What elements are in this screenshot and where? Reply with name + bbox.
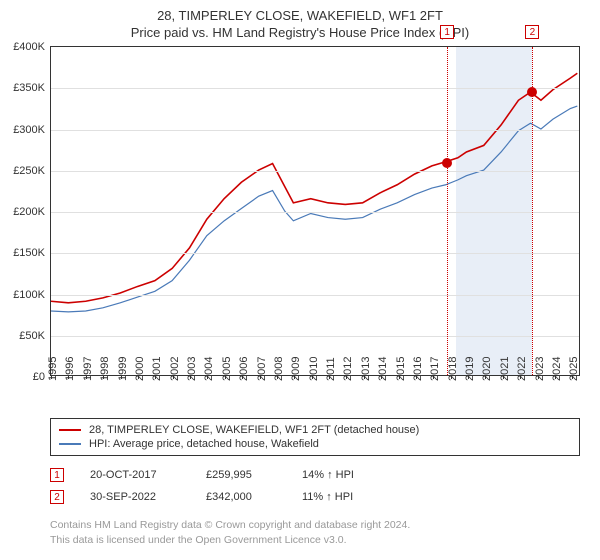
sale-delta: 14% ↑ HPI	[302, 469, 354, 481]
x-axis-label: 2018	[447, 353, 459, 381]
x-axis-label: 2006	[238, 353, 250, 381]
chart-subtitle: Price paid vs. HM Land Registry's House …	[0, 25, 600, 40]
series-line	[51, 73, 577, 303]
x-axis-label: 1997	[82, 353, 94, 381]
x-axis-label: 2013	[360, 353, 372, 381]
legend-swatch	[59, 429, 81, 431]
marker-line	[447, 47, 448, 375]
y-axis-label: £50K	[19, 330, 45, 342]
x-axis-label: 2001	[151, 353, 163, 381]
gridline	[51, 130, 579, 131]
marker-dot	[527, 87, 537, 97]
x-axis-label: 2004	[203, 353, 215, 381]
sale-row: 1 20-OCT-2017 £259,995 14% ↑ HPI	[50, 464, 580, 486]
x-axis-label: 2014	[377, 353, 389, 381]
x-axis-label: 2016	[412, 353, 424, 381]
x-axis-label: 2011	[325, 353, 337, 381]
x-axis-label: 2012	[342, 353, 354, 381]
y-axis-label: £350K	[13, 82, 45, 94]
x-axis-label: 2023	[534, 353, 546, 381]
y-axis-label: £200K	[13, 206, 45, 218]
x-axis-label: 2005	[221, 353, 233, 381]
legend: 28, TIMPERLEY CLOSE, WAKEFIELD, WF1 2FT …	[50, 418, 580, 456]
x-axis-label: 2024	[551, 353, 563, 381]
gridline	[51, 336, 579, 337]
x-axis-label: 2008	[273, 353, 285, 381]
gridline	[51, 212, 579, 213]
sale-marker-box: 2	[50, 490, 64, 504]
legend-label: HPI: Average price, detached house, Wake…	[89, 438, 319, 450]
sale-marker-box: 1	[50, 468, 64, 482]
marker-dot	[442, 158, 452, 168]
y-axis-label: £300K	[13, 124, 45, 136]
gridline	[51, 253, 579, 254]
titles: 28, TIMPERLEY CLOSE, WAKEFIELD, WF1 2FT …	[0, 8, 600, 40]
x-axis-label: 2000	[134, 353, 146, 381]
legend-item: 28, TIMPERLEY CLOSE, WAKEFIELD, WF1 2FT …	[59, 423, 571, 437]
x-axis-label: 1999	[117, 353, 129, 381]
y-axis-label: £0	[33, 371, 45, 383]
sale-delta: 11% ↑ HPI	[302, 491, 353, 503]
x-axis-label: 1996	[64, 353, 76, 381]
x-axis-label: 2019	[464, 353, 476, 381]
sale-price: £342,000	[206, 491, 276, 503]
y-axis-label: £150K	[13, 247, 45, 259]
legend-item: HPI: Average price, detached house, Wake…	[59, 437, 571, 451]
sale-date: 20-OCT-2017	[90, 469, 180, 481]
sale-price: £259,995	[206, 469, 276, 481]
x-axis-label: 2015	[395, 353, 407, 381]
x-axis-label: 2020	[481, 353, 493, 381]
x-axis-label: 2021	[499, 353, 511, 381]
y-axis-label: £400K	[13, 41, 45, 53]
x-axis-label: 1995	[47, 353, 59, 381]
gridline	[51, 295, 579, 296]
chart-container: 28, TIMPERLEY CLOSE, WAKEFIELD, WF1 2FT …	[0, 0, 600, 547]
attribution-line-1: Contains HM Land Registry data © Crown c…	[50, 518, 580, 533]
x-axis-label: 1998	[99, 353, 111, 381]
attribution: Contains HM Land Registry data © Crown c…	[50, 518, 580, 547]
y-axis-label: £250K	[13, 165, 45, 177]
sale-date: 30-SEP-2022	[90, 491, 180, 503]
line-layer	[51, 47, 579, 375]
x-axis-label: 2017	[429, 353, 441, 381]
marker-flag: 1	[440, 25, 454, 39]
x-axis-label: 2010	[308, 353, 320, 381]
x-axis-label: 2003	[186, 353, 198, 381]
x-axis-label: 2022	[516, 353, 528, 381]
plot-area: £0£50K£100K£150K£200K£250K£300K£350K£400…	[50, 46, 580, 376]
x-axis-label: 2025	[568, 353, 580, 381]
legend-label: 28, TIMPERLEY CLOSE, WAKEFIELD, WF1 2FT …	[89, 424, 419, 436]
x-axis-label: 2009	[290, 353, 302, 381]
attribution-line-2: This data is licensed under the Open Gov…	[50, 533, 580, 548]
gridline	[51, 171, 579, 172]
marker-flag: 2	[525, 25, 539, 39]
x-axis-label: 2002	[169, 353, 181, 381]
y-axis-label: £100K	[13, 289, 45, 301]
legend-swatch	[59, 443, 81, 445]
sale-row: 2 30-SEP-2022 £342,000 11% ↑ HPI	[50, 486, 580, 508]
x-axis-label: 2007	[256, 353, 268, 381]
gridline	[51, 88, 579, 89]
chart-title: 28, TIMPERLEY CLOSE, WAKEFIELD, WF1 2FT	[0, 8, 600, 23]
series-line	[51, 106, 577, 312]
sales-table: 1 20-OCT-2017 £259,995 14% ↑ HPI 2 30-SEP-202…	[50, 464, 580, 508]
